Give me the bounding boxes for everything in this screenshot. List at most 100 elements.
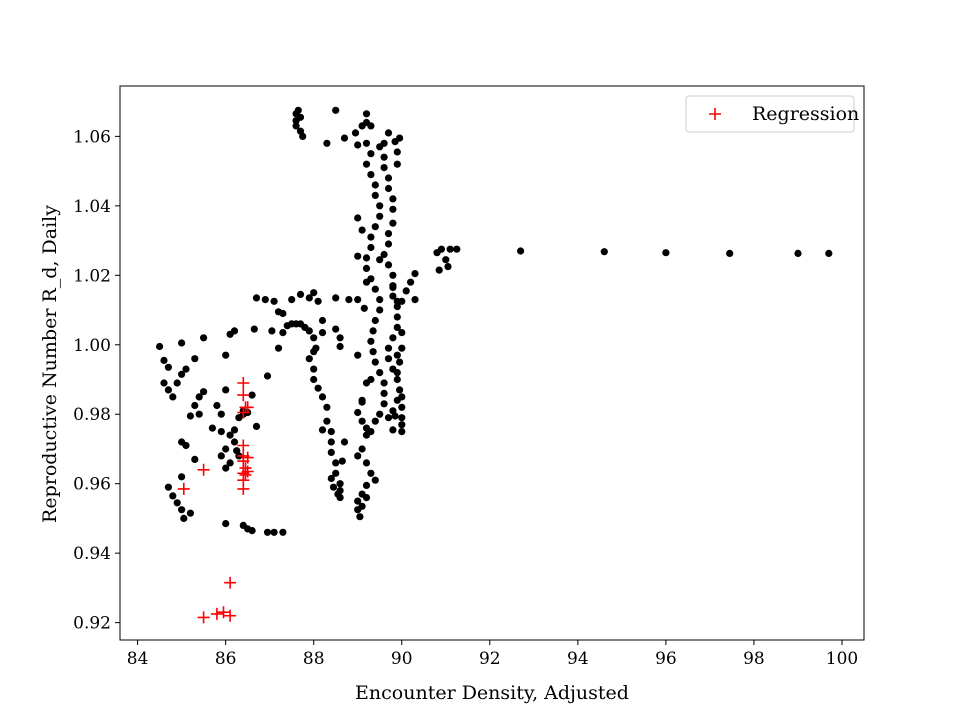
data-point <box>332 106 340 114</box>
data-point <box>398 344 406 352</box>
data-point <box>314 297 322 305</box>
data-point <box>248 391 256 399</box>
data-point <box>217 428 225 436</box>
y-tick-label: 1.04 <box>73 197 111 217</box>
data-point <box>396 134 404 142</box>
data-point <box>354 497 362 505</box>
y-tick-label: 0.96 <box>73 475 111 495</box>
data-point <box>376 296 384 304</box>
data-point <box>233 447 241 455</box>
data-point <box>371 285 379 293</box>
data-point <box>384 184 393 193</box>
data-point <box>160 356 168 364</box>
data-point <box>600 248 608 256</box>
data-point <box>380 379 388 387</box>
plot-frame <box>119 85 865 641</box>
data-point <box>213 401 221 410</box>
data-point <box>396 386 404 394</box>
data-point <box>182 365 190 373</box>
data-point <box>360 304 368 312</box>
data-point <box>362 139 371 147</box>
data-point <box>367 243 375 252</box>
data-point <box>354 296 362 304</box>
data-point <box>398 297 406 305</box>
data-point <box>384 344 393 352</box>
data-point <box>380 153 388 161</box>
data-point <box>292 122 300 130</box>
legend-label-regression: Regression <box>752 103 859 125</box>
x-axis-label: Encounter Density, Adjusted <box>355 682 629 704</box>
data-point <box>376 410 384 418</box>
regression-point <box>197 611 210 624</box>
data-point <box>279 528 287 536</box>
data-point <box>336 480 344 488</box>
data-point <box>358 502 366 510</box>
data-point <box>279 309 287 318</box>
data-point <box>407 278 415 286</box>
data-point <box>362 424 371 432</box>
data-point <box>186 509 194 517</box>
data-point <box>274 344 283 352</box>
data-point <box>250 325 258 333</box>
data-point <box>367 375 375 384</box>
data-point <box>270 528 278 536</box>
data-point <box>332 325 340 333</box>
x-tick-label: 86 <box>215 649 237 669</box>
regression-point <box>237 377 250 389</box>
data-point <box>825 249 833 257</box>
data-point <box>367 150 375 158</box>
data-point <box>318 329 327 337</box>
x-tick-label: 96 <box>655 649 677 669</box>
data-point <box>261 296 269 304</box>
data-point <box>327 438 335 446</box>
data-point <box>200 334 208 342</box>
legend-box <box>685 95 855 133</box>
data-point <box>356 513 364 521</box>
data-point <box>384 261 393 269</box>
data-point <box>453 245 461 253</box>
data-point <box>191 401 199 410</box>
data-point <box>173 499 181 507</box>
data-point <box>794 249 802 257</box>
data-point <box>279 329 287 337</box>
data-point <box>180 514 188 523</box>
regression-point <box>237 482 250 495</box>
y-tick-label: 0.98 <box>73 405 111 425</box>
data-point <box>323 403 331 411</box>
data-point <box>252 422 261 430</box>
data-series-black <box>156 106 833 536</box>
data-point <box>393 313 401 321</box>
data-point <box>299 132 307 140</box>
data-point <box>292 117 300 125</box>
axis-ticks: 84 86 88 90 92 94 96 98 100 0.92 0.94 0.96 0.98 1.00 1… <box>73 127 858 669</box>
regression-point <box>237 439 250 452</box>
y-tick-label: 0.92 <box>73 614 111 634</box>
data-point <box>380 139 388 147</box>
data-point <box>217 410 225 418</box>
data-point <box>169 393 177 401</box>
data-point <box>305 294 313 302</box>
data-point <box>230 327 239 335</box>
data-point <box>226 459 234 467</box>
regression-point <box>197 463 210 476</box>
data-point <box>371 476 379 484</box>
data-point <box>338 457 346 465</box>
regression-point <box>241 451 254 464</box>
data-point <box>310 365 318 373</box>
data-point <box>398 393 406 401</box>
data-point <box>384 129 393 137</box>
data-point <box>396 358 404 366</box>
data-point <box>354 214 362 222</box>
data-point <box>329 483 338 491</box>
data-point <box>310 348 318 356</box>
data-point <box>222 520 230 528</box>
regression-point <box>210 607 223 620</box>
data-point <box>371 358 379 366</box>
data-point <box>389 426 397 434</box>
y-tick-label: 0.94 <box>73 544 111 564</box>
data-point <box>332 469 340 477</box>
data-point <box>230 438 239 446</box>
data-point <box>362 160 371 168</box>
data-point <box>178 506 186 514</box>
data-point <box>305 355 313 363</box>
